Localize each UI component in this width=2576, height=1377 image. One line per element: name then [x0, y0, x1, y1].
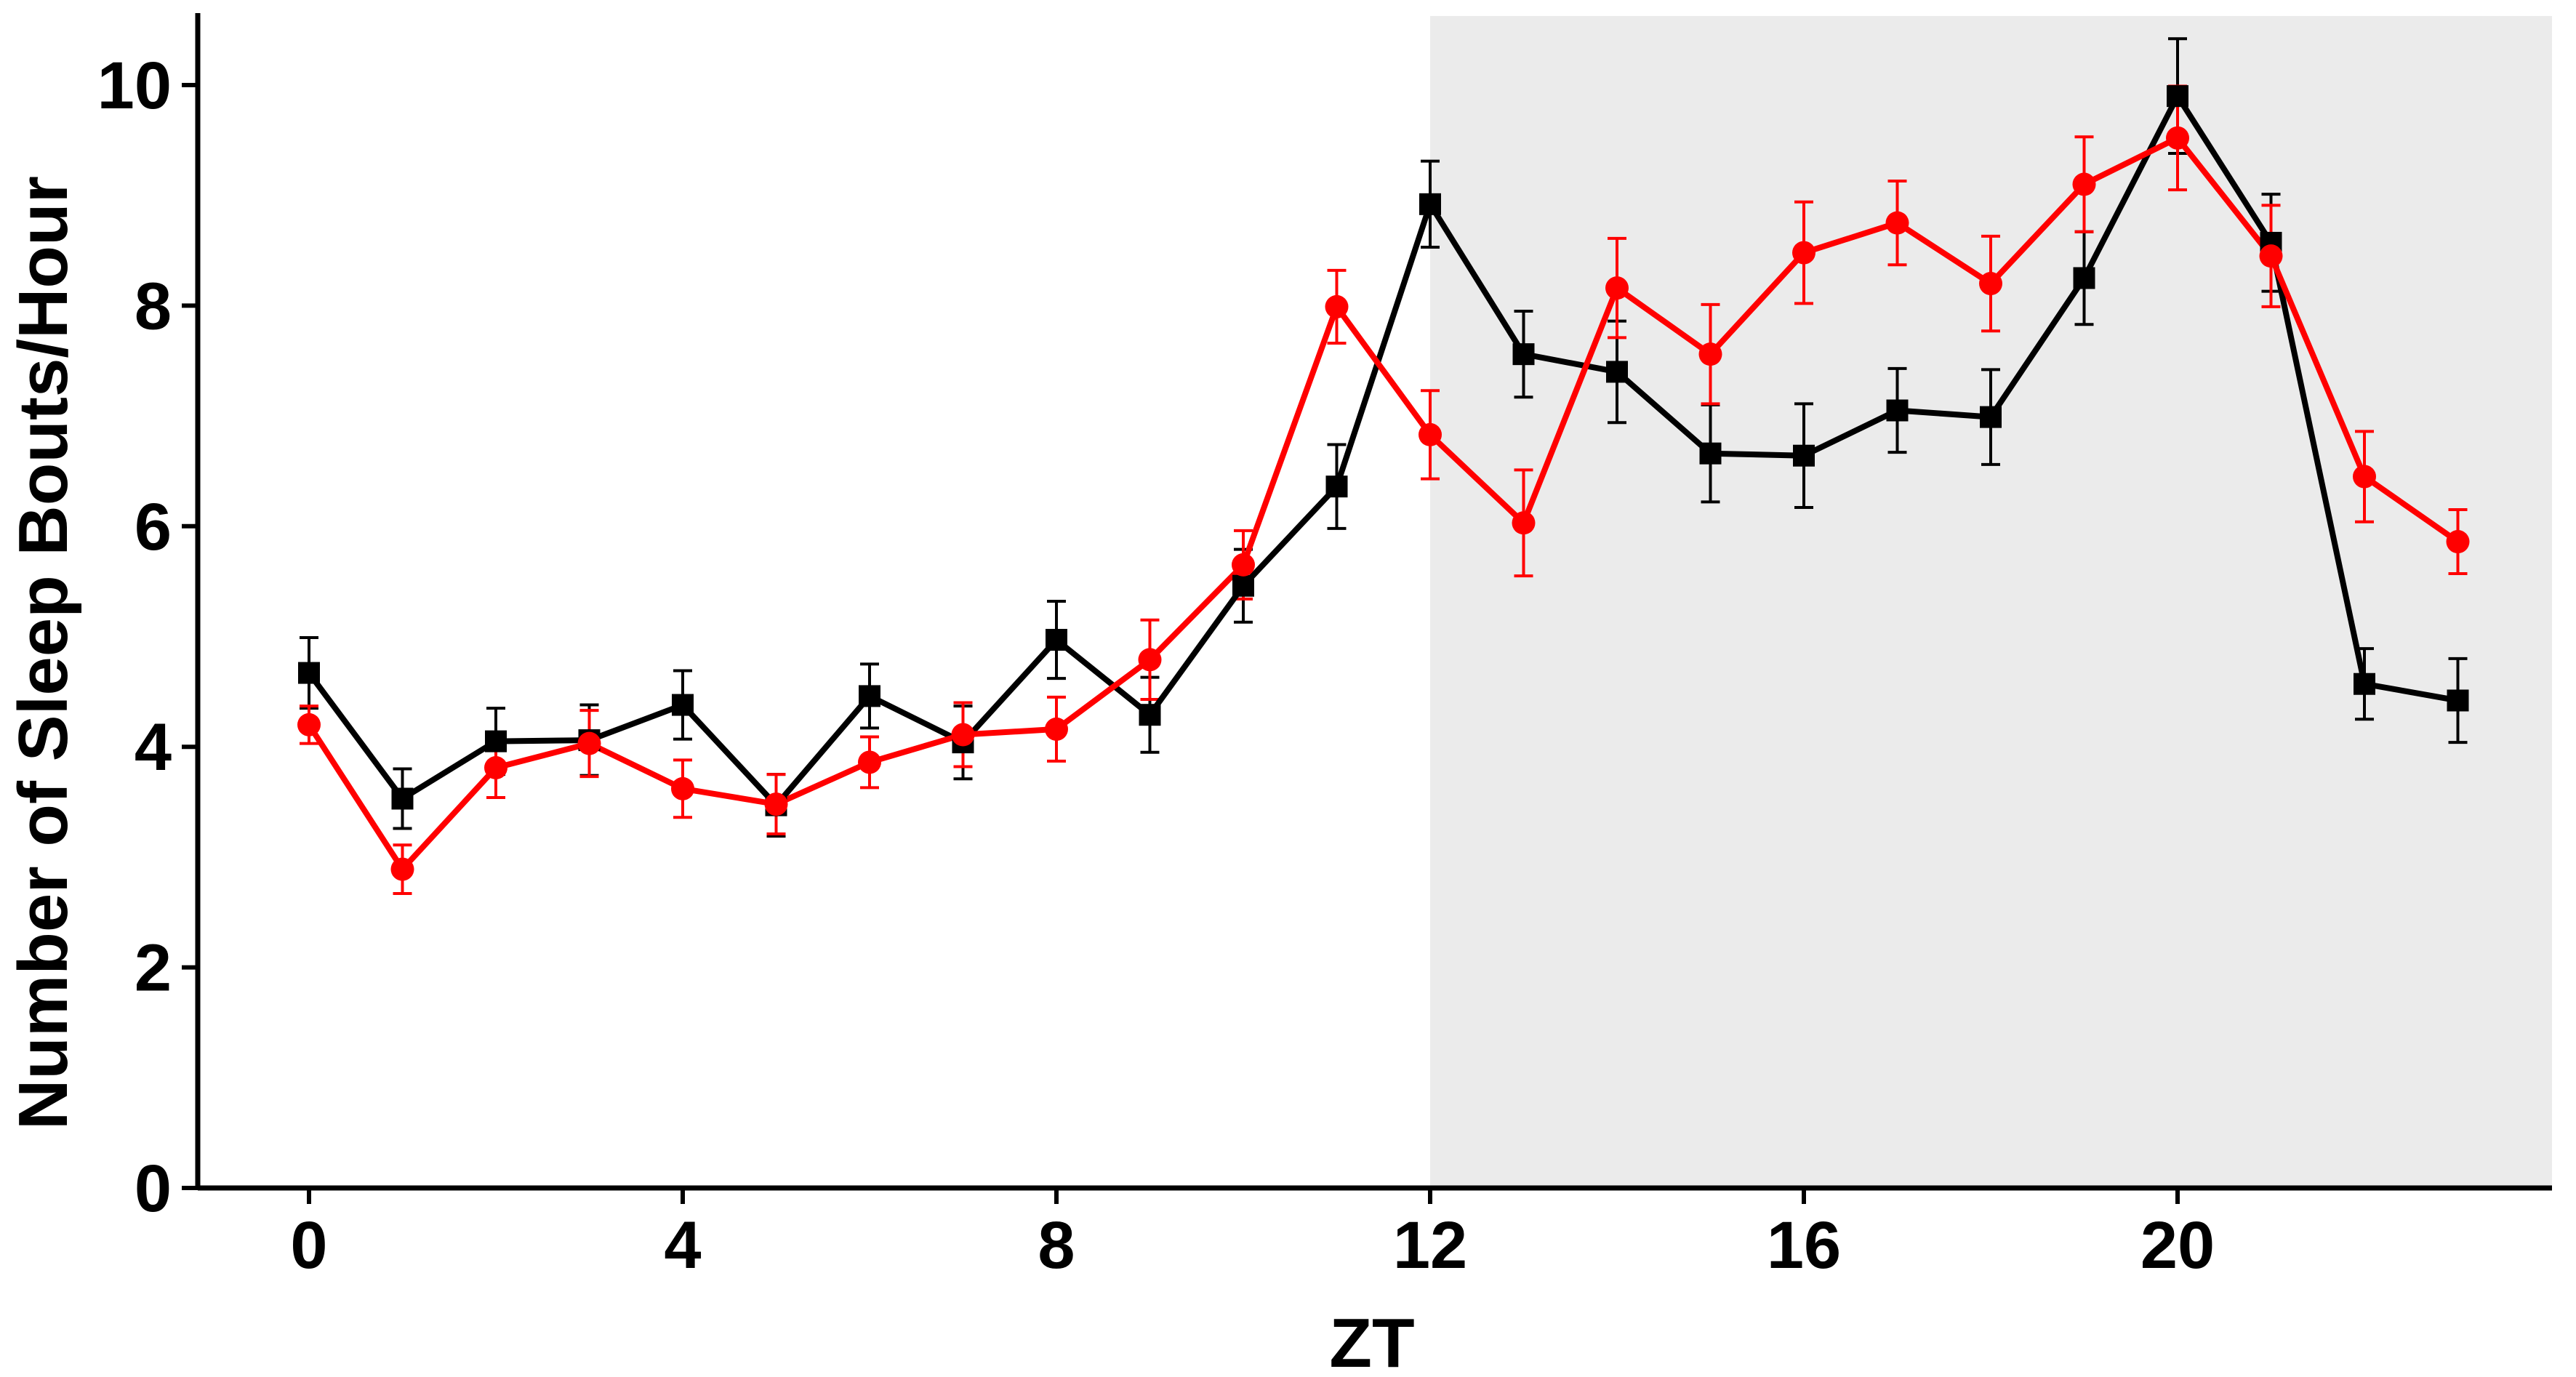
- circle-marker: [1232, 553, 1255, 577]
- circle-marker: [2353, 465, 2376, 489]
- square-marker: [1793, 444, 1815, 467]
- series-lines: [306, 93, 2460, 872]
- square-marker: [2073, 267, 2095, 289]
- y-axis-label: Number of Sleep Bouts/Hour: [4, 176, 82, 1130]
- y-tick-label: 10: [97, 49, 172, 123]
- square-marker: [672, 694, 694, 716]
- shaded-region: [1430, 16, 2552, 1188]
- square-marker: [1325, 475, 1348, 498]
- axes: [195, 13, 2552, 1191]
- circle-marker: [951, 723, 975, 747]
- x-ticks: 0 4 8 12 16 20: [290, 1188, 2215, 1282]
- series-line-2: [306, 135, 2460, 872]
- square-marker: [2354, 673, 2375, 695]
- circle-marker: [1045, 717, 1068, 741]
- square-marker: [1046, 629, 1067, 651]
- square-marker: [2447, 689, 2469, 712]
- data-markers: [297, 85, 2470, 881]
- circle-marker: [1698, 342, 1722, 366]
- square-marker: [485, 730, 507, 752]
- circle-marker: [390, 857, 414, 881]
- circle-marker: [2259, 244, 2283, 268]
- x-tick-label: 4: [664, 1208, 701, 1282]
- x-tick-label: 12: [1393, 1208, 1467, 1282]
- circle-marker: [1512, 511, 1536, 535]
- y-tick-label: 8: [135, 269, 172, 343]
- square-marker: [1139, 704, 1161, 726]
- square-marker: [1886, 399, 1909, 422]
- circle-marker: [1792, 241, 1815, 265]
- square-marker: [1699, 442, 1722, 465]
- circle-marker: [484, 756, 507, 780]
- circle-marker: [1979, 272, 2002, 296]
- y-tick-label: 4: [135, 710, 172, 784]
- circle-marker: [858, 750, 881, 774]
- x-axis-label: ZT: [1329, 1304, 1414, 1373]
- circle-marker: [1885, 211, 1909, 235]
- circle-marker: [1419, 422, 1442, 446]
- y-tick-label: 0: [135, 1152, 172, 1226]
- circle-marker: [1138, 648, 1162, 672]
- circle-marker: [671, 776, 694, 800]
- square-marker: [1512, 343, 1535, 366]
- circle-marker: [297, 712, 321, 736]
- square-marker: [2167, 85, 2188, 108]
- circle-marker: [2446, 530, 2470, 554]
- y-tick-label: 6: [135, 490, 172, 564]
- square-marker: [1232, 574, 1254, 597]
- circle-marker: [577, 731, 601, 755]
- series-line-1: [306, 93, 2459, 808]
- square-marker: [1980, 406, 2002, 428]
- square-marker: [1606, 361, 1628, 383]
- y-tick-label: 2: [135, 931, 172, 1005]
- x-tick-label: 0: [290, 1208, 327, 1282]
- square-marker: [298, 662, 320, 684]
- square-marker: [391, 787, 414, 810]
- circle-marker: [1325, 294, 1349, 318]
- x-tick-label: 20: [2140, 1208, 2215, 1282]
- circle-marker: [1605, 276, 1629, 300]
- square-marker: [859, 685, 880, 707]
- y-ticks: 0 2 4 6 8 10: [97, 49, 198, 1226]
- x-tick-label: 8: [1038, 1208, 1075, 1282]
- circle-marker: [2166, 126, 2189, 150]
- square-marker: [1419, 193, 1441, 215]
- circle-marker: [2072, 172, 2096, 196]
- circle-marker: [764, 792, 788, 816]
- x-tick-label: 16: [1767, 1208, 1841, 1282]
